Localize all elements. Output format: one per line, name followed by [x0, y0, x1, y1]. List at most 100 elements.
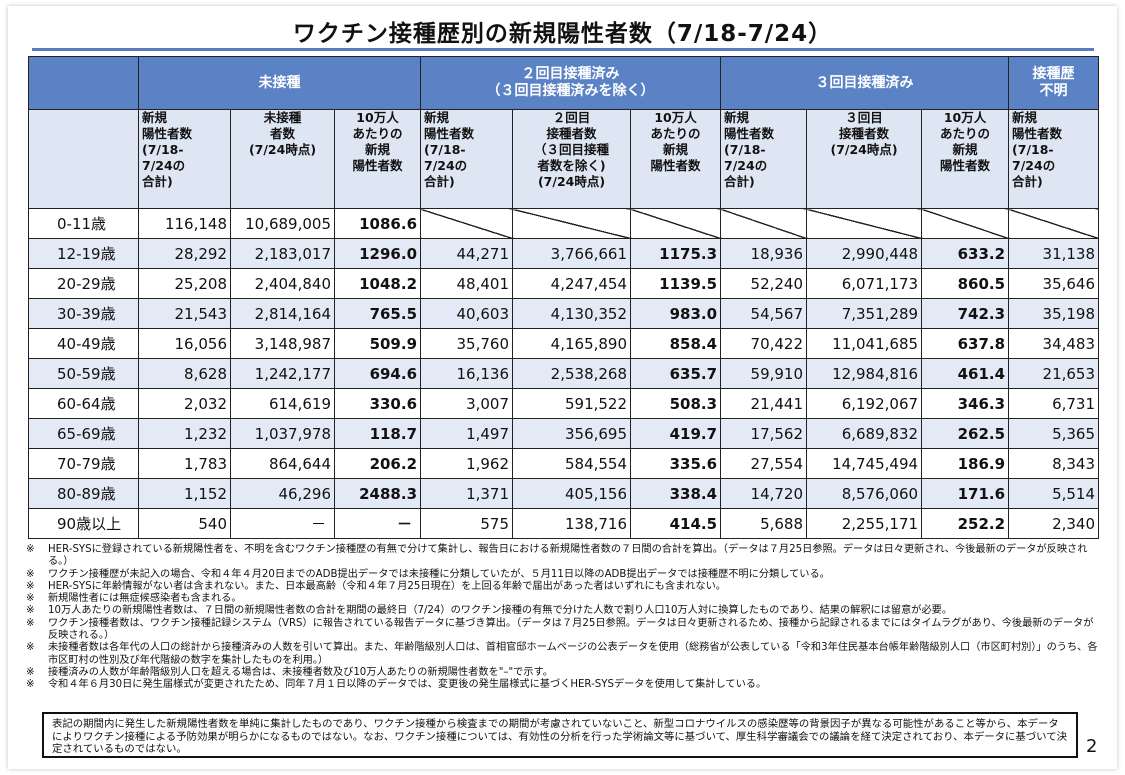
sub-header-line: (7/24時点): [537, 174, 606, 189]
sub-header-line: 接種者数: [839, 126, 890, 141]
sub-header-line: 合計): [724, 174, 755, 189]
cell-unvacc-pop: 2,404,840: [230, 268, 335, 299]
table-row: 60-64歳 2,032 614,619 330.6 3,007 591,522 508.3…: [28, 388, 1100, 419]
cell-unvacc-rate: －: [333, 508, 422, 539]
cell-unknown-new: 21,653: [1008, 358, 1100, 389]
sub-header-line: 合計): [424, 174, 455, 189]
sub-header-line: 陽性者数: [142, 126, 193, 141]
cell-dose2-pop: 4,247,454: [512, 268, 632, 299]
footnote-mark: ※: [26, 544, 35, 555]
sub-header-line: 陽性者数: [424, 126, 475, 141]
footnote-text: 接種済みの人数が年齢階級別人口を超える場合は、未接種者数及び10万人あたりの新規…: [48, 666, 553, 678]
table-row: 90歳以上 540 －－ 575 138,716 414.5 5,688 2,255,171 2…: [28, 508, 1100, 539]
footnote: ※ 令和４年６月30日に発生届様式が変更されたため、同年７月１日以降のデータでは、…: [26, 679, 1101, 691]
footnote-mark: ※: [26, 679, 35, 691]
table-row: 80-89歳 1,152 46,296 2488.3 1,371 405,156 338.4…: [28, 478, 1100, 509]
sub-header-line: 者数を除く): [537, 158, 606, 173]
cell-unvacc-pop: 2,183,017: [230, 238, 335, 269]
cell-unvacc-new: 25,208: [138, 268, 231, 299]
cell-dose3-rate: 637.8: [921, 328, 1010, 359]
sub-header-line: 者数: [269, 126, 295, 141]
cell-dose3-pop: 11,041,685: [806, 328, 923, 359]
footnote-mark: ※: [26, 617, 35, 629]
disclaimer-box: 表記の期間内に発生した新規陽性者数を単純に集計したものであり、ワクチン接種から検…: [42, 712, 1078, 758]
cell-unknown-new: 6,731: [1008, 388, 1100, 419]
footnote: ※ 未接種者数は各年代の人口の総計から接種済みの人数を引いて算出。また、年齢階級別…: [26, 642, 1101, 667]
cell-dose2-new: 35,760: [420, 328, 514, 359]
cell-unknown-new: 35,646: [1008, 268, 1100, 299]
slide: ワクチン接種歴別の新規陽性者数（7/18-7/24） 未接種 ２回目接種済み （…: [8, 6, 1117, 769]
sub-header-unvacc-new: 新規 陽性者数 (7/18- 7/24の 合計): [138, 109, 231, 209]
cell-dose2-pop: 2,538,268: [512, 358, 632, 389]
cell-dose2-rate: 858.4: [630, 328, 722, 359]
sub-header-line: ３回目: [845, 110, 883, 126]
group-header-row: 未接種 ２回目接種済み （３回目接種済みを除く） ３回目接種済み 接種歴 不明: [28, 56, 1100, 110]
sub-header-row: 新規 陽性者数 (7/18- 7/24の 合計) 未接種 者数 (7/24時点) 10万人 あたり…: [28, 109, 1100, 209]
cell-dose2-pop: 138,716: [512, 508, 632, 539]
footnote: ※ HER-SYSに年齢情報がない者は含まれない。また、日本最高齢（令和４年７月2…: [26, 581, 1101, 593]
footnote-text: ワクチン接種者数は、ワクチン接種記録システム（VRS）に報告されている報告データ…: [48, 617, 1094, 642]
cell-unknown-new: 2,340: [1008, 508, 1100, 539]
cell-unvacc-new: 1,232: [138, 418, 231, 449]
header-two-doses-line1: ２回目接種済み: [521, 66, 620, 82]
cell-unvacc-pop: 3,148,987: [230, 328, 335, 359]
footnote-mark: ※: [26, 642, 35, 654]
cell-dose3-new: 17,562: [720, 418, 808, 449]
age-group-cell: 70-79歳: [28, 448, 139, 479]
footnote-text: HER-SYSに登録されている新規陽性者を、不明を含むワクチン接種歴の有無で分け…: [48, 544, 1088, 568]
cell-unknown-new: 31,138: [1008, 238, 1100, 269]
cell-unknown-new: 5,514: [1008, 478, 1100, 509]
cell-unvacc-new: 540: [138, 508, 231, 539]
footnote: ※ ワクチン接種者数は、ワクチン接種記録システム（VRS）に報告されている報告デー…: [26, 618, 1101, 643]
footnote-text: 新規陽性者には無症候感染者も含まれる。: [48, 593, 242, 605]
cell-dose3-pop: 6,192,067: [806, 388, 923, 419]
cell-dose2-pop: 4,130,352: [512, 298, 632, 329]
sub-header-line: 新規: [724, 110, 750, 126]
footnote-text: 10万人あたりの新規陽性者数は、７日間の新規陽性者数の合計を期間の最終日（7/2…: [48, 605, 953, 617]
cell-unvacc-rate: 2488.3: [333, 478, 422, 509]
sub-header-dose3-new: 新規 陽性者数 (7/18- 7/24の 合計): [720, 109, 808, 209]
sub-header-line: 新規: [365, 142, 391, 157]
cell-dose3-rate: 171.6: [921, 478, 1010, 509]
cell-dose2-rate: 419.7: [630, 418, 722, 449]
cell-unvacc-rate: 765.5: [333, 298, 422, 329]
sub-header-line: 新規: [663, 142, 689, 157]
cell-unknown-new: 5,365: [1008, 418, 1100, 449]
cell-dose3-rate: 346.3: [921, 388, 1010, 419]
cell-unknown-new: 34,483: [1008, 328, 1100, 359]
cell-dose2-pop: 3,766,661: [512, 238, 632, 269]
age-group-cell: 90歳以上: [28, 508, 139, 539]
sub-header-line: 新規: [952, 142, 978, 157]
sub-header-line: (7/18-: [424, 142, 466, 157]
cell-dose3-rate: 186.9: [921, 448, 1010, 479]
age-group-cell: 12-19歳: [28, 238, 139, 269]
cell-dose3-new: 5,688: [720, 508, 808, 539]
sub-header-line: 陽性者数: [352, 158, 403, 173]
cell-unvacc-rate: 118.7: [333, 418, 422, 449]
footnote-mark: ※: [26, 593, 35, 605]
table-row: 70-79歳 1,783 864,644 206.2 1,962 584,554 335.6…: [28, 448, 1100, 479]
not-applicable-cell: [512, 208, 632, 239]
cell-dose2-new: 1,962: [420, 448, 514, 479]
cell-unvacc-rate: 509.9: [333, 328, 422, 359]
sub-header-dose2-pop: ２回目 接種者数 （３回目接種 者数を除く) (7/24時点): [512, 109, 632, 209]
table-row: 20-29歳 25,208 2,404,840 1048.2 48,401 4,247,4…: [28, 268, 1100, 299]
page-number: 2: [1086, 736, 1098, 757]
cell-unvacc-rate: 1048.2: [333, 268, 422, 299]
sub-header-unvacc-pop: 未接種 者数 (7/24時点): [230, 109, 335, 209]
sub-header-line: 10万人: [356, 110, 399, 126]
sub-header-unknown-new: 新規 陽性者数 (7/18- 7/24の 合計): [1008, 109, 1100, 209]
cell-dose2-pop: 591,522: [512, 388, 632, 419]
cell-unvacc-new: 1,152: [138, 478, 231, 509]
cell-unvacc-new: 16,056: [138, 328, 231, 359]
footnote-mark: ※: [26, 605, 35, 617]
sub-header-line: 7/24の: [1012, 158, 1056, 173]
cell-unknown-new: 35,198: [1008, 298, 1100, 329]
sub-header-unvacc-rate: 10万人 あたりの 新規 陽性者数: [333, 109, 422, 209]
cell-unvacc-pop: 864,644: [230, 448, 335, 479]
sub-header-line: ２回目: [552, 110, 591, 126]
age-group-cell: 80-89歳: [28, 478, 139, 509]
sub-header-line: （３回目接種: [534, 142, 610, 157]
table-row: 65-69歳 1,232 1,037,978 118.7 1,497 356,695 419…: [28, 418, 1100, 449]
table-row: 50-59歳 8,628 1,242,177 694.6 16,136 2,538,268…: [28, 358, 1100, 389]
